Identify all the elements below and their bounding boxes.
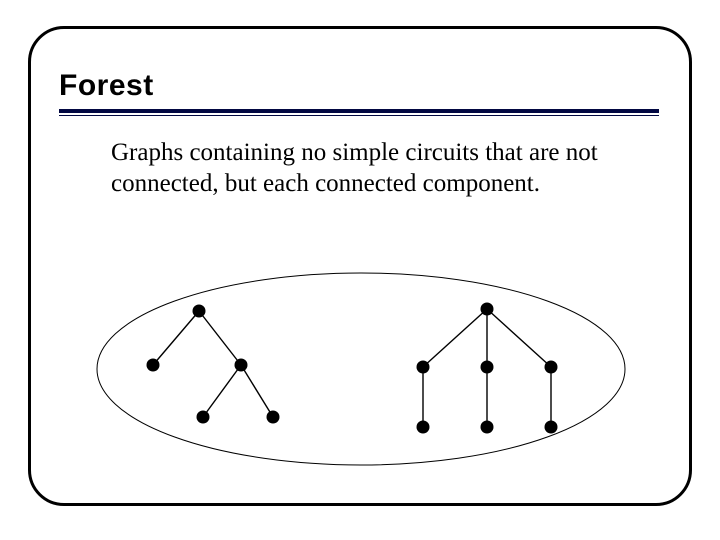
tree-node bbox=[267, 411, 280, 424]
tree-edge bbox=[153, 311, 199, 365]
tree-node bbox=[193, 305, 206, 318]
title-underline bbox=[59, 109, 659, 115]
tree-node bbox=[235, 359, 248, 372]
title-underline-thick bbox=[59, 109, 659, 113]
tree-edge bbox=[423, 309, 487, 367]
tree-node bbox=[481, 303, 494, 316]
title-block: Forest bbox=[59, 69, 659, 115]
tree-node bbox=[545, 421, 558, 434]
title-underline-thin bbox=[59, 115, 659, 116]
tree-edge bbox=[487, 309, 551, 367]
slide-frame: Forest Graphs containing no simple circu… bbox=[28, 26, 692, 506]
tree-edge bbox=[199, 311, 241, 365]
tree-node bbox=[481, 421, 494, 434]
tree-node bbox=[545, 361, 558, 374]
slide-body-text: Graphs containing no simple circuits tha… bbox=[111, 137, 651, 200]
slide-title: Forest bbox=[59, 69, 659, 103]
tree-edge bbox=[203, 365, 241, 417]
tree-node bbox=[197, 411, 210, 424]
tree-node bbox=[417, 361, 430, 374]
tree-edge bbox=[241, 365, 273, 417]
tree-node bbox=[481, 361, 494, 374]
tree-node bbox=[417, 421, 430, 434]
tree-node bbox=[147, 359, 160, 372]
forest-diagram bbox=[91, 259, 631, 479]
